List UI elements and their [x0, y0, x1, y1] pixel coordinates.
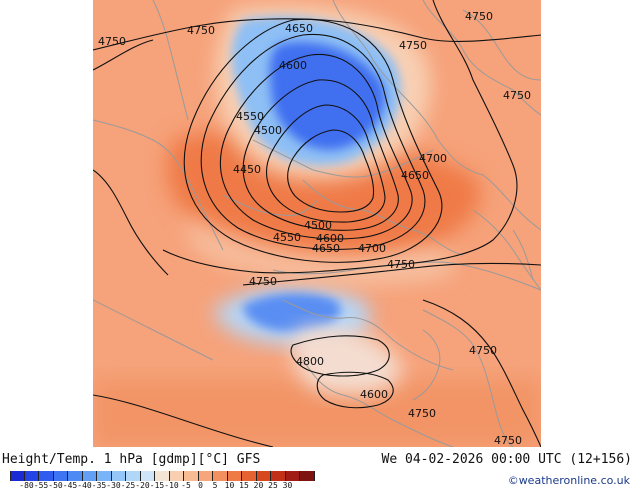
colorbar-label: -5 [181, 481, 191, 490]
contour-label: 4500 [254, 124, 282, 137]
colorbar-label: -40 [77, 481, 92, 490]
colorbar-swatch [24, 471, 39, 481]
contour-label: 4700 [419, 152, 447, 165]
colorbar-label: 15 [239, 481, 249, 490]
colorbar-swatch [82, 471, 97, 481]
colorbar-swatch [155, 471, 170, 481]
colorbar-label: -15 [149, 481, 165, 490]
contour-label: 4800 [296, 355, 324, 368]
contour-label: 4600 [360, 388, 388, 401]
colorbar-swatch [111, 471, 126, 481]
colorbar-swatch [300, 471, 315, 481]
contour-label: 4750 [469, 344, 497, 357]
contour-label: 4750 [494, 434, 522, 447]
contour-label: 4750 [465, 10, 493, 23]
height-contours [93, 0, 541, 447]
colorbar-swatch [285, 471, 300, 481]
colorbar-swatch [256, 471, 271, 481]
map-title: Height/Temp. 1 hPa [gdmp][°C] GFS [2, 452, 261, 467]
colorbar-label: 10 [224, 481, 235, 490]
contour-label: 4750 [98, 35, 126, 48]
colorbar-swatch [126, 471, 141, 481]
map-canvas: 4750 4750 4650 4750 4750 4600 4750 4550 … [93, 0, 541, 447]
colorbar-swatch [68, 471, 83, 481]
colorbar-swatch [271, 471, 286, 481]
contour-label: 4600 [316, 232, 344, 245]
contour-label: 4450 [233, 163, 261, 176]
colorbar-label: 20 [253, 481, 264, 490]
cool-band-mid [186, 220, 453, 285]
colorbar-swatch [242, 471, 257, 481]
contour-label: 4650 [401, 169, 429, 182]
colorbar-label: -30 [106, 481, 121, 490]
colorbar-swatch [184, 471, 199, 481]
contour-label: 4500 [304, 219, 332, 232]
cold-center-south [243, 292, 341, 333]
colorbar-label: -50 [48, 481, 63, 490]
contour-label: 4550 [273, 231, 301, 244]
colorbar-label: -10 [164, 481, 179, 490]
colorbar-label: -55 [33, 481, 49, 490]
colorbar-label: -25 [120, 481, 136, 490]
contour-label: 4700 [358, 242, 386, 255]
colorbar [10, 471, 315, 481]
colorbar-label: 30 [282, 481, 293, 490]
contour-labels: 4750 4750 4650 4750 4750 4600 4750 4550 … [98, 10, 531, 447]
colorbar-swatch [10, 471, 25, 481]
contour-label: 4750 [399, 39, 427, 52]
colorbar-swatch [140, 471, 155, 481]
contour-label: 4750 [387, 258, 415, 271]
colorbar-label: -35 [91, 481, 107, 490]
warm-south-band [93, 380, 541, 447]
contour-label: 4750 [503, 89, 531, 102]
colorbar-label: 0 [198, 481, 203, 490]
colorbar-label: -45 [62, 481, 78, 490]
weather-map: 4750 4750 4650 4750 4750 4600 4750 4550 … [93, 0, 541, 447]
colorbar-swatch [198, 471, 213, 481]
colorbar-swatch [169, 471, 184, 481]
colorbar-label: -80 [19, 481, 34, 490]
colorbar-label: 5 [212, 481, 218, 490]
contour-label: 4550 [236, 110, 264, 123]
colorbar-swatch [213, 471, 228, 481]
colorbar-labels: -80 -55 -50 -45 -40 -35 -30 -25 -20 -15 -10 -5 0 5 10 1… [10, 481, 370, 490]
contour-label: 4650 [285, 22, 313, 35]
contour-label: 4600 [279, 59, 307, 72]
cool-halo-southeast [293, 327, 403, 395]
colorbar-swatch [39, 471, 54, 481]
colorbar-swatch [53, 471, 68, 481]
colorbar-swatch [227, 471, 242, 481]
contour-label: 4750 [408, 407, 436, 420]
contour-label: 4650 [312, 242, 340, 255]
valid-time: We 04-02-2026 00:00 UTC (12+156) [381, 452, 632, 467]
contour-label: 4750 [187, 24, 215, 37]
footer: Height/Temp. 1 hPa [gdmp][°C] GFS We 04-… [0, 447, 634, 490]
colorbar-label: -20 [135, 481, 150, 490]
credit-link[interactable]: ©weatheronline.co.uk [507, 474, 630, 487]
warm-ring [166, 130, 481, 256]
colorbar-swatch [97, 471, 112, 481]
colorbar-label: 25 [268, 481, 278, 490]
contour-label: 4750 [249, 275, 277, 288]
